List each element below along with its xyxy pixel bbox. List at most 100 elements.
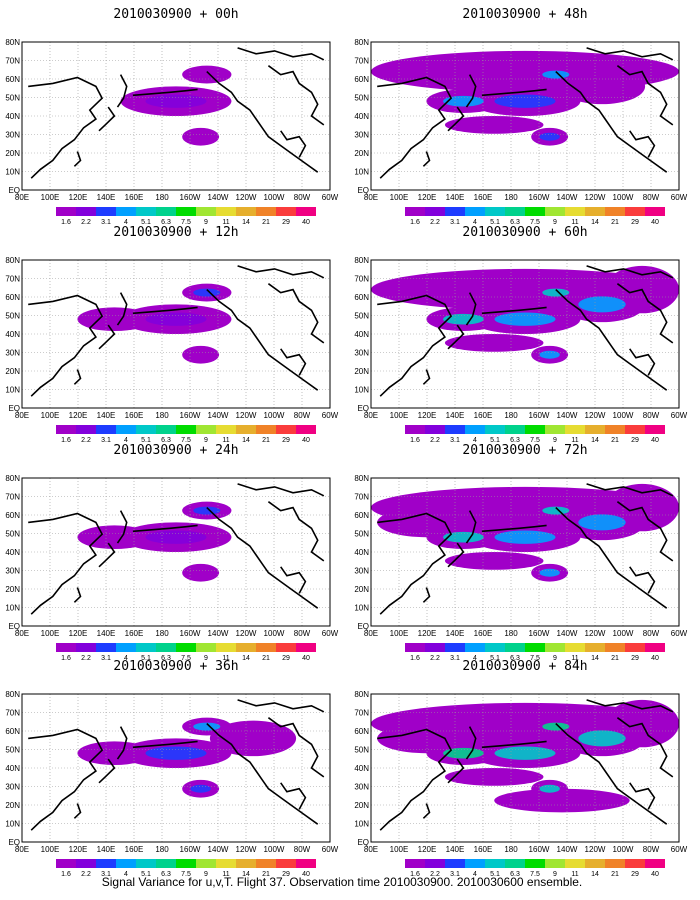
colorbar-label: 4	[124, 871, 128, 878]
colorbar-label: 14	[591, 655, 599, 662]
map-panel-p48: 2010030900 + 48h EQ 10N 20N 30N 40N 50N 60N 70N 8…	[354, 7, 687, 226]
colorbar-label: 14	[591, 219, 599, 226]
lat-label: 20N	[5, 585, 20, 594]
coastline	[237, 699, 325, 713]
colorbar-swatch	[156, 425, 176, 434]
colorbar-label: 11	[222, 871, 229, 878]
lon-label: 120W	[236, 193, 257, 202]
colorbar-swatch	[256, 207, 276, 216]
colorbar-swatch	[76, 859, 96, 868]
variance-core	[145, 94, 207, 108]
map-frame	[21, 477, 331, 627]
field-layer	[371, 478, 679, 626]
lon-label: 120W	[585, 193, 606, 202]
lat-label: 80N	[5, 690, 20, 699]
lat-label: 10N	[5, 168, 20, 177]
lon-label: 120E	[418, 629, 437, 638]
colorbar-swatch	[645, 859, 665, 868]
lat-label: 10N	[5, 386, 20, 395]
colorbar-label: 21	[262, 219, 270, 226]
colorbar-swatch	[505, 643, 525, 652]
lat-label: 30N	[5, 131, 20, 140]
coastline	[116, 726, 128, 760]
colorbar-swatch	[136, 207, 156, 216]
lat-label: EQ	[8, 838, 20, 847]
lat-label: 80N	[5, 38, 20, 47]
variance-core	[578, 296, 626, 313]
lat-label: EQ	[8, 186, 20, 195]
coastline	[447, 324, 465, 350]
colorbar-swatch	[525, 207, 545, 216]
colorbar-label: 1.6	[410, 219, 420, 226]
colorbar-swatch	[216, 859, 236, 868]
lon-label: 180	[504, 845, 518, 854]
colorbar-swatch	[525, 425, 545, 434]
colorbar-swatch	[585, 859, 605, 868]
lat-label: 70N	[354, 275, 369, 284]
coastline	[28, 728, 104, 831]
lon-label: 140W	[208, 845, 229, 854]
colorbar-swatch	[565, 643, 585, 652]
panel-title: 2010030900 + 00h	[113, 7, 238, 22]
lon-label: 120E	[418, 845, 437, 854]
colorbar-label: 4	[473, 655, 477, 662]
colorbar-label: 7.5	[530, 219, 540, 226]
colorbar-swatch	[276, 643, 296, 652]
coastline	[629, 782, 656, 810]
lon-label: 160W	[180, 411, 201, 420]
lon-label: 120E	[69, 629, 88, 638]
lon-label: 140E	[97, 629, 116, 638]
colorbar-swatch	[56, 425, 76, 434]
lat-label: 40N	[5, 764, 20, 773]
colorbar-label: 14	[242, 437, 250, 444]
coastline	[481, 306, 547, 315]
colorbar-swatch	[56, 643, 76, 652]
variance-region	[209, 720, 297, 757]
coastline	[586, 47, 674, 61]
colorbar-label: 2.2	[81, 219, 91, 226]
coastline	[447, 106, 465, 132]
colorbar-label: 1.6	[61, 655, 71, 662]
colorbar-swatch	[425, 859, 445, 868]
colorbar-swatch	[176, 207, 196, 216]
colorbar-swatch	[645, 643, 665, 652]
lon-label: 180	[504, 629, 518, 638]
variance-core	[193, 288, 221, 297]
lon-label: 140E	[97, 411, 116, 420]
colorbar-label: 6.3	[510, 655, 520, 662]
lon-label: 160E	[125, 845, 144, 854]
lat-label: 60N	[5, 511, 20, 520]
panel-title: 2010030900 + 12h	[113, 225, 238, 240]
lat-label: 30N	[5, 567, 20, 576]
lon-label: 140W	[208, 411, 229, 420]
lat-label: 50N	[5, 312, 20, 321]
coastline	[447, 542, 465, 568]
lon-label: 80W	[643, 193, 660, 202]
lon-label: 100E	[41, 629, 60, 638]
colorbar-label: 2.2	[430, 437, 440, 444]
colorbar-swatch	[605, 425, 625, 434]
variance-core	[578, 514, 626, 531]
lon-label: 60W	[671, 629, 688, 638]
colorbar-swatch	[156, 207, 176, 216]
lat-label: 20N	[354, 801, 369, 810]
coastline	[422, 803, 431, 819]
colorbar-label: 40	[302, 871, 310, 878]
colorbar-swatch	[256, 859, 276, 868]
lat-label: 20N	[354, 367, 369, 376]
colorbar-label: 4	[473, 871, 477, 878]
coastline	[206, 71, 319, 173]
coastline	[629, 348, 656, 376]
coastline	[73, 803, 82, 819]
colorbar-label: 3.1	[450, 219, 460, 226]
coastline	[465, 292, 477, 326]
lon-label: 140E	[446, 411, 465, 420]
variance-region	[182, 65, 232, 84]
colorbar-label: 7.5	[181, 437, 191, 444]
lat-label: 20N	[354, 149, 369, 158]
colorbar-swatch	[445, 643, 465, 652]
lon-label: 60W	[322, 411, 339, 420]
coastline	[555, 71, 668, 173]
colorbar-label: 5.1	[141, 655, 151, 662]
